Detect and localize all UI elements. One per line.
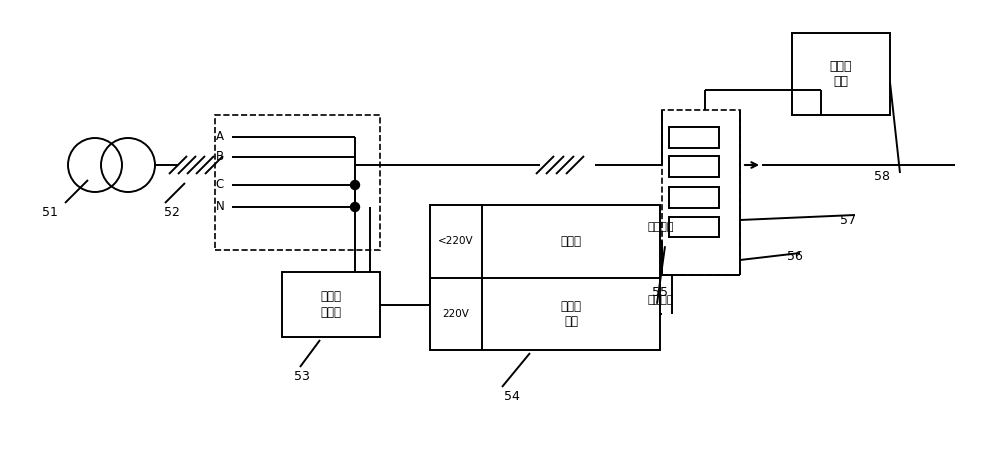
Text: 电压检
测模块: 电压检 测模块 (320, 291, 341, 319)
Text: A: A (216, 131, 224, 143)
Bar (669, 156, 719, 177)
Text: 状态指
示器: 状态指 示器 (830, 60, 852, 88)
Text: 51: 51 (42, 207, 58, 219)
Bar (792, 33, 890, 115)
Text: N: N (216, 200, 224, 213)
Text: B: B (216, 151, 224, 163)
Text: 57: 57 (840, 213, 856, 227)
Circle shape (351, 180, 360, 190)
Text: 分闸信号: 分闸信号 (648, 222, 674, 232)
Text: 220V: 220V (443, 309, 469, 319)
Bar (430, 205, 660, 350)
Text: 56: 56 (787, 250, 803, 264)
Text: 54: 54 (504, 390, 520, 403)
Text: 55: 55 (652, 286, 668, 300)
Bar (282, 272, 380, 337)
Bar (669, 217, 719, 237)
Bar (669, 187, 719, 208)
Bar (662, 110, 740, 275)
Circle shape (351, 202, 360, 211)
Text: <220V: <220V (438, 236, 474, 246)
Text: 合闸信号: 合闸信号 (648, 295, 674, 305)
Text: 53: 53 (294, 370, 310, 383)
Text: 脱扣器: 脱扣器 (560, 235, 582, 248)
Text: 58: 58 (874, 171, 890, 183)
Text: 时间继
电器: 时间继 电器 (560, 300, 582, 328)
Bar (669, 127, 719, 148)
Text: C: C (216, 179, 224, 191)
Text: 52: 52 (164, 207, 180, 219)
Bar (215, 115, 380, 250)
